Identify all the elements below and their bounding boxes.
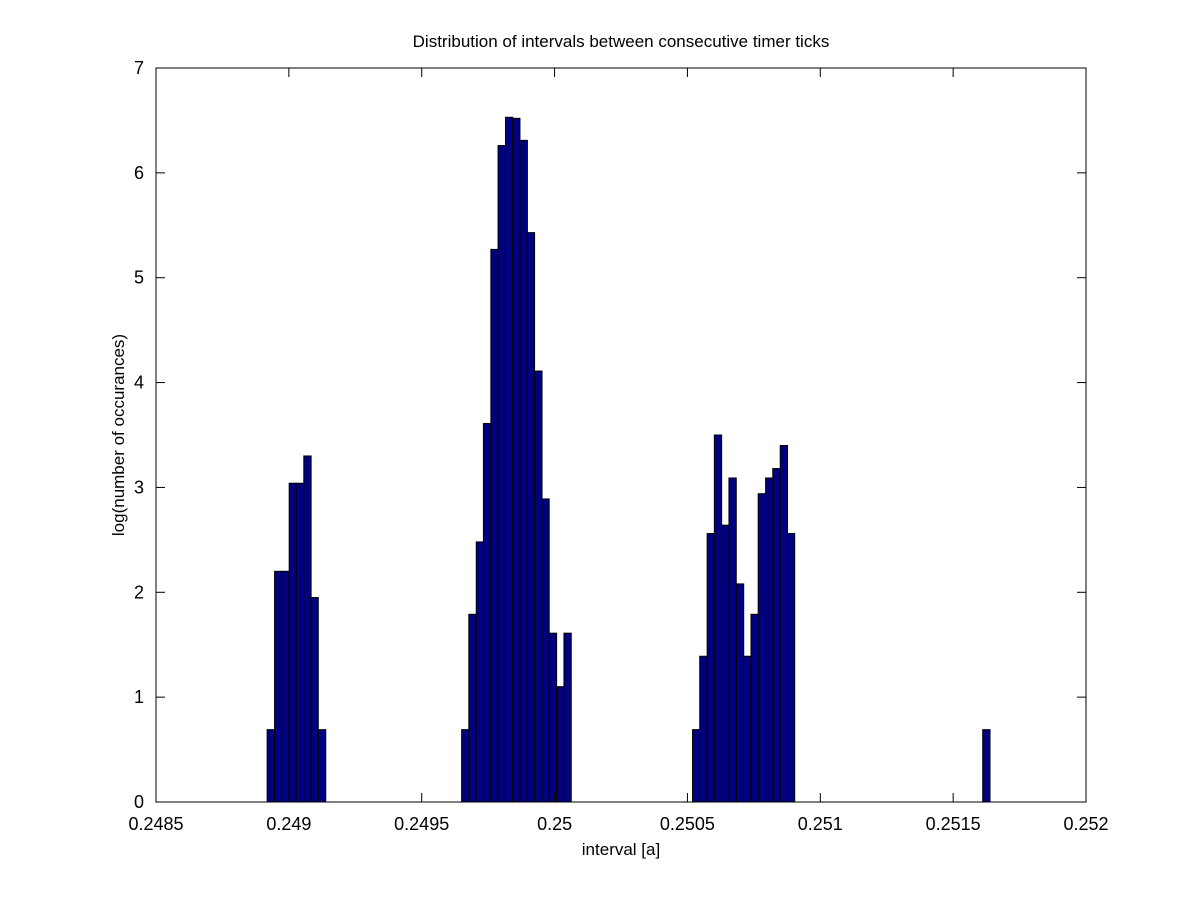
histogram-bar: [526, 232, 536, 803]
histogram-bar: [699, 655, 708, 803]
histogram-bar: [772, 468, 781, 803]
histogram-bar: [982, 729, 991, 803]
histogram-bar: [266, 729, 275, 803]
histogram-bar: [779, 444, 789, 803]
histogram-bar: [295, 482, 305, 803]
histogram-bar: [281, 570, 290, 803]
histogram-bar: [534, 370, 543, 803]
histogram-bar: [750, 613, 759, 803]
histogram-bar: [288, 482, 298, 803]
histogram-bar: [757, 493, 766, 803]
histogram-bar: [303, 455, 312, 803]
x-tick-label: 0.249: [266, 814, 311, 834]
histogram-bar: [541, 498, 550, 803]
x-tick-label: 0.2485: [128, 814, 183, 834]
y-tick-label: 7: [134, 58, 144, 78]
y-axis-label: log(number of occurances): [109, 334, 128, 536]
x-tick-label: 0.25: [537, 814, 572, 834]
histogram-bar: [497, 145, 506, 803]
histogram-bar: [728, 477, 737, 803]
histogram-bar: [482, 422, 492, 803]
x-tick-label: 0.2515: [926, 814, 981, 834]
histogram-bar: [743, 655, 752, 803]
plot-frame: [155, 67, 1087, 803]
y-tick-label: 6: [134, 163, 144, 183]
ticks-layer: 0.2485 0.249 0.2495 0.25 0.2505 0.251 0.2515 0.…: [128, 58, 1108, 834]
histogram-bar: [563, 632, 572, 803]
histogram-bar: [692, 729, 701, 803]
histogram-bar: [735, 583, 745, 803]
histogram-bar: [310, 597, 319, 803]
histogram-bar: [468, 613, 477, 803]
histogram-bar: [512, 117, 521, 803]
histogram-bar: [274, 570, 283, 803]
histogram-bar: [765, 477, 774, 803]
histogram-bar: [461, 729, 470, 803]
histogram-bar: [786, 533, 796, 803]
chart-title: Distribution of intervals between consec…: [413, 32, 830, 51]
x-tick-label: 0.252: [1063, 814, 1108, 834]
histogram-bar: [317, 729, 327, 803]
y-tick-label: 5: [134, 268, 144, 288]
histogram-bar: [519, 139, 528, 803]
histogram-bar: [706, 533, 715, 803]
histogram-bar: [721, 524, 730, 803]
y-tick-label: 4: [134, 373, 144, 393]
histogram-bar: [504, 116, 514, 803]
x-tick-label: 0.2495: [394, 814, 449, 834]
x-axis-label: interval [a]: [582, 840, 660, 859]
x-tick-label: 0.2505: [660, 814, 715, 834]
histogram-bar: [475, 541, 485, 803]
histogram-bar: [713, 434, 723, 803]
bars-layer: [266, 116, 991, 803]
y-tick-label: 0: [134, 792, 144, 812]
y-tick-label: 3: [134, 477, 144, 497]
histogram-bar: [548, 632, 558, 803]
histogram-bar: [490, 248, 499, 803]
y-tick-label: 1: [134, 687, 144, 707]
x-tick-label: 0.251: [798, 814, 843, 834]
y-tick-label: 2: [134, 582, 144, 602]
histogram-bar: [556, 686, 565, 803]
